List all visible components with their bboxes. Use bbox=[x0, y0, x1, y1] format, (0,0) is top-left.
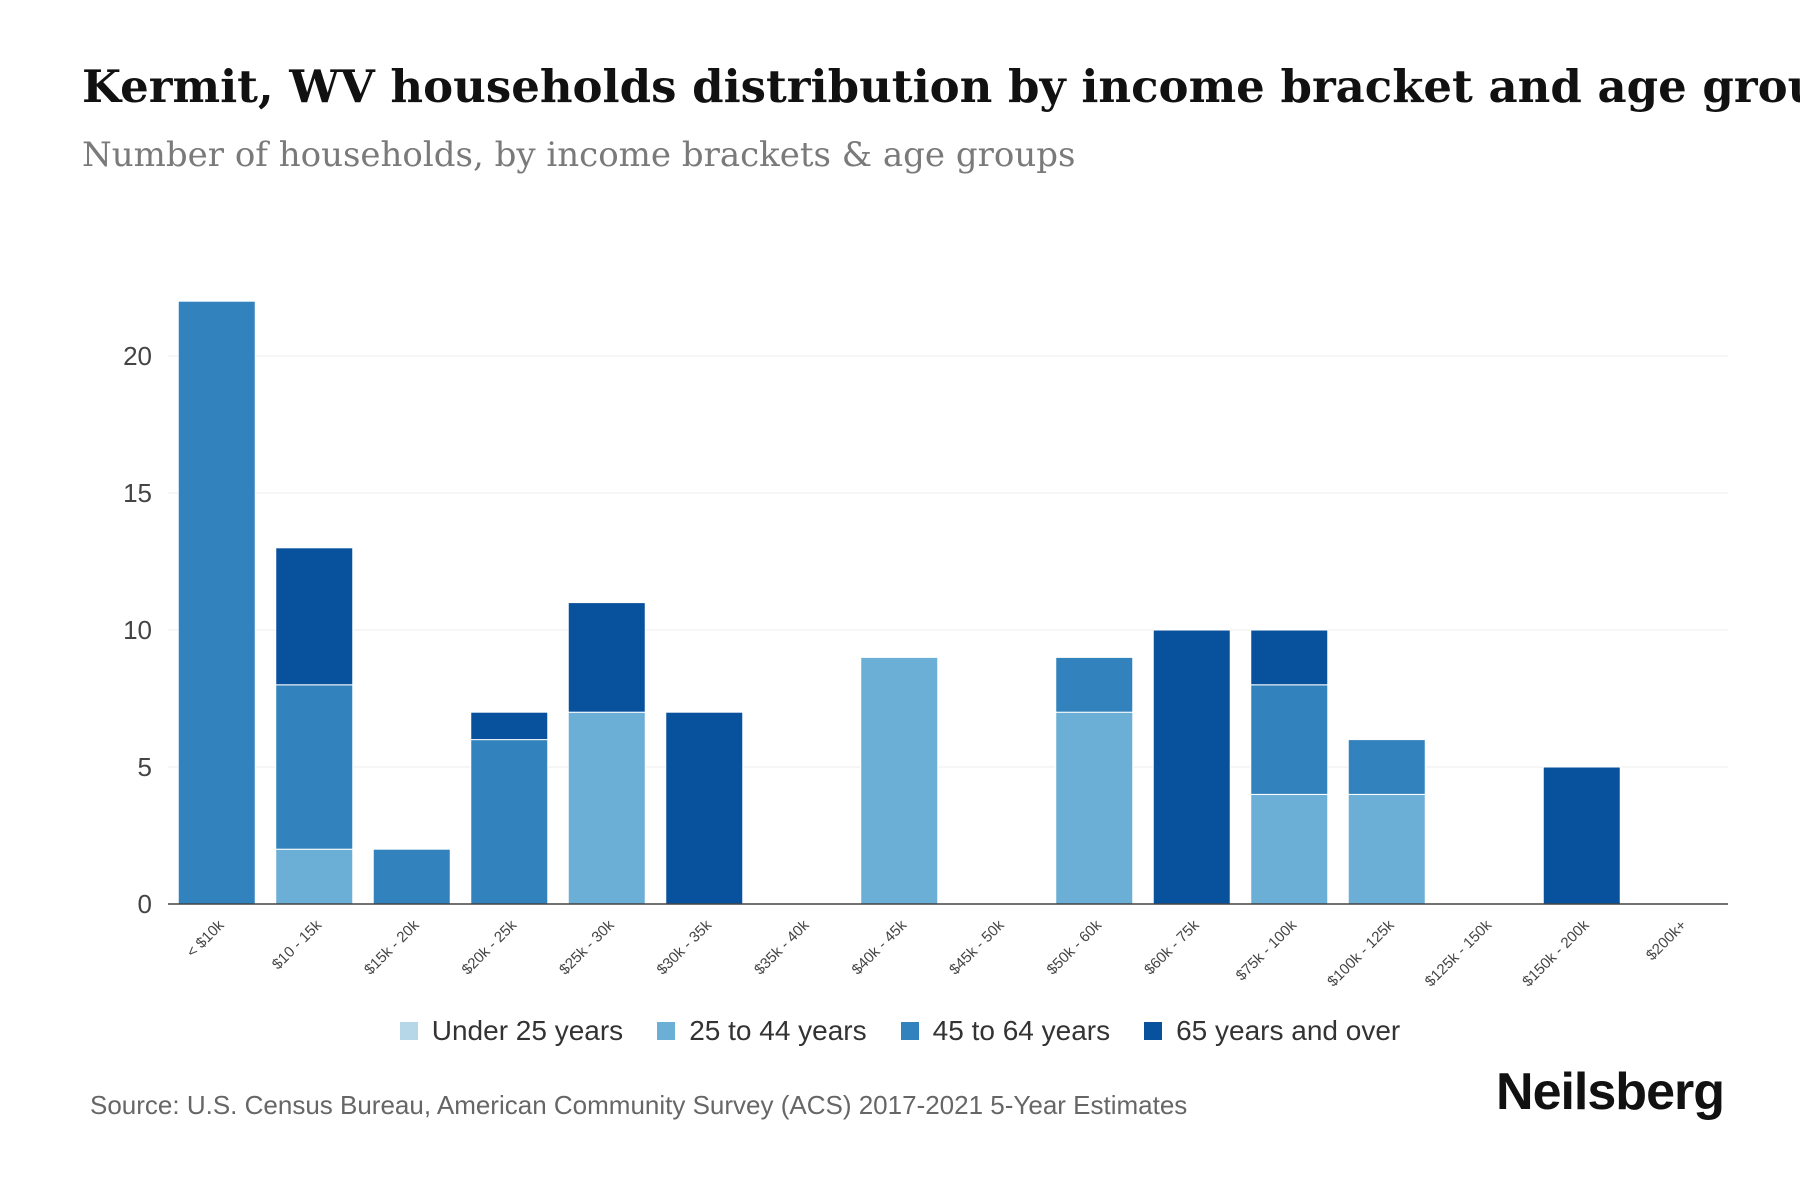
x-tick-label: $100k - 125k bbox=[1324, 916, 1398, 990]
chart-legend: Under 25 years 25 to 44 years 45 to 64 y… bbox=[0, 1015, 1800, 1047]
x-tick-label: $75k - 100k bbox=[1233, 916, 1301, 984]
bar-segment[interactable] bbox=[860, 656, 939, 905]
legend-item-25-44[interactable]: 25 to 44 years bbox=[657, 1015, 867, 1047]
legend-label-45-64: 45 to 64 years bbox=[932, 1015, 1111, 1046]
bar-segment[interactable] bbox=[665, 711, 744, 905]
x-tick-label: $60k - 75k bbox=[1141, 916, 1203, 978]
y-tick-label: 5 bbox=[138, 752, 152, 782]
x-tick-label: < $10k bbox=[183, 916, 228, 961]
legend-label-under-25: Under 25 years bbox=[431, 1015, 624, 1046]
chart-title: Kermit, WV households distribution by in… bbox=[82, 60, 1800, 113]
legend-item-65-plus[interactable]: 65 years and over bbox=[1144, 1015, 1400, 1047]
bar-segment[interactable] bbox=[1542, 766, 1621, 905]
bar-segment[interactable] bbox=[1347, 793, 1426, 905]
x-tick-label: $125k - 150k bbox=[1422, 916, 1496, 990]
x-tick-label: $25k - 30k bbox=[556, 916, 618, 978]
bar-segment[interactable] bbox=[275, 684, 354, 850]
x-tick-label: $30k - 35k bbox=[654, 916, 716, 978]
x-tick-label: $45k - 50k bbox=[946, 916, 1008, 978]
y-tick-label: 10 bbox=[123, 615, 152, 645]
legend-item-45-64[interactable]: 45 to 64 years bbox=[900, 1015, 1111, 1047]
x-tick-label: $200k+ bbox=[1643, 917, 1690, 964]
legend-label-25-44: 25 to 44 years bbox=[689, 1015, 867, 1046]
y-tick-label: 15 bbox=[123, 478, 152, 508]
x-tick-label: $10 - 15k bbox=[269, 916, 326, 973]
x-tick-label: $20k - 25k bbox=[459, 916, 521, 978]
legend-swatch-65-plus bbox=[1144, 1022, 1163, 1040]
bars bbox=[177, 300, 1621, 905]
bar-segment[interactable] bbox=[1152, 629, 1231, 905]
x-tick-label: $35k - 40k bbox=[751, 916, 813, 978]
bar-segment[interactable] bbox=[1250, 684, 1329, 795]
bar-segment[interactable] bbox=[567, 711, 646, 905]
bar-segment[interactable] bbox=[275, 848, 354, 905]
bar-segment[interactable] bbox=[470, 739, 549, 905]
bar-segment[interactable] bbox=[1347, 739, 1426, 795]
legend-item-under-25[interactable]: Under 25 years bbox=[399, 1015, 624, 1047]
x-tick-label: $150k - 200k bbox=[1519, 916, 1593, 990]
neilsberg-logo: Neilsberg bbox=[1496, 1063, 1725, 1121]
legend-label-65-plus: 65 years and over bbox=[1176, 1015, 1401, 1046]
bar-segment[interactable] bbox=[177, 300, 256, 905]
legend-swatch-under-25 bbox=[399, 1022, 418, 1040]
y-tick-label: 0 bbox=[138, 889, 152, 919]
y-tick-label: 20 bbox=[123, 341, 152, 371]
bar-segment[interactable] bbox=[1055, 711, 1134, 905]
source-note: Source: U.S. Census Bureau, American Com… bbox=[90, 1090, 1188, 1120]
x-tick-label: $40k - 45k bbox=[849, 916, 911, 978]
legend-swatch-45-64 bbox=[900, 1022, 919, 1040]
chart-subtitle: Number of households, by income brackets… bbox=[82, 135, 1076, 175]
bar-segment[interactable] bbox=[567, 602, 646, 713]
grid-lines bbox=[168, 355, 1728, 768]
bar-segment[interactable] bbox=[470, 711, 549, 741]
x-tick-label: $50k - 60k bbox=[1044, 916, 1106, 978]
bar-segment[interactable] bbox=[1250, 629, 1329, 686]
bar-segment[interactable] bbox=[1250, 793, 1329, 905]
bar-segment[interactable] bbox=[372, 848, 451, 905]
bar-segment[interactable] bbox=[275, 547, 354, 686]
legend-swatch-25-44 bbox=[657, 1022, 676, 1040]
bar-segment[interactable] bbox=[1055, 656, 1134, 713]
x-tick-label: $15k - 20k bbox=[361, 916, 423, 978]
